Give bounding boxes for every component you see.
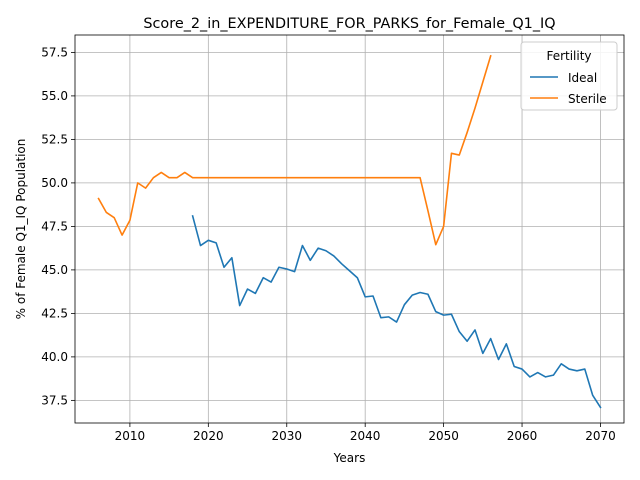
y-tick-label: 57.5 <box>41 45 68 59</box>
plot-frame <box>74 34 625 424</box>
y-tick-label: 55.0 <box>41 89 68 103</box>
series-line-ideal <box>191 214 602 409</box>
legend-title: Fertility <box>546 49 591 63</box>
x-tick-label: 2040 <box>350 429 381 443</box>
legend-box <box>520 41 618 111</box>
legend-label-sterile: Sterile <box>568 92 607 106</box>
x-tick-label: 2020 <box>193 429 224 443</box>
x-tick-label: 2070 <box>585 429 616 443</box>
chart-title: Score_2_in_EXPENDITURE_FOR_PARKS_for_Fem… <box>143 16 555 32</box>
x-tick-label: 2060 <box>507 429 538 443</box>
y-tick-label: 45.0 <box>41 263 68 277</box>
y-axis-ticks: 37.5 40.0 42.5 45.0 47.5 50.0 52.5 55.0 57.5 <box>41 45 75 407</box>
y-tick-label: 52.5 <box>41 132 68 146</box>
legend: Fertility Ideal Sterile <box>520 41 618 111</box>
series-lines <box>97 54 602 409</box>
x-tick-label: 2030 <box>271 429 302 443</box>
y-tick-label: 37.5 <box>41 393 68 407</box>
x-axis-ticks: 2010 2020 2030 2040 2050 2060 2070 <box>115 423 616 443</box>
x-axis-label: Years <box>333 451 366 465</box>
y-tick-label: 50.0 <box>41 176 68 190</box>
y-tick-label: 42.5 <box>41 306 68 320</box>
y-tick-label: 40.0 <box>41 350 68 364</box>
legend-label-ideal: Ideal <box>568 71 597 85</box>
series-line-sterile <box>97 54 492 246</box>
x-tick-label: 2010 <box>115 429 146 443</box>
x-tick-label: 2050 <box>428 429 459 443</box>
y-tick-label: 47.5 <box>41 219 68 233</box>
y-axis-label: % of Female Q1_IQ Population <box>14 139 28 320</box>
